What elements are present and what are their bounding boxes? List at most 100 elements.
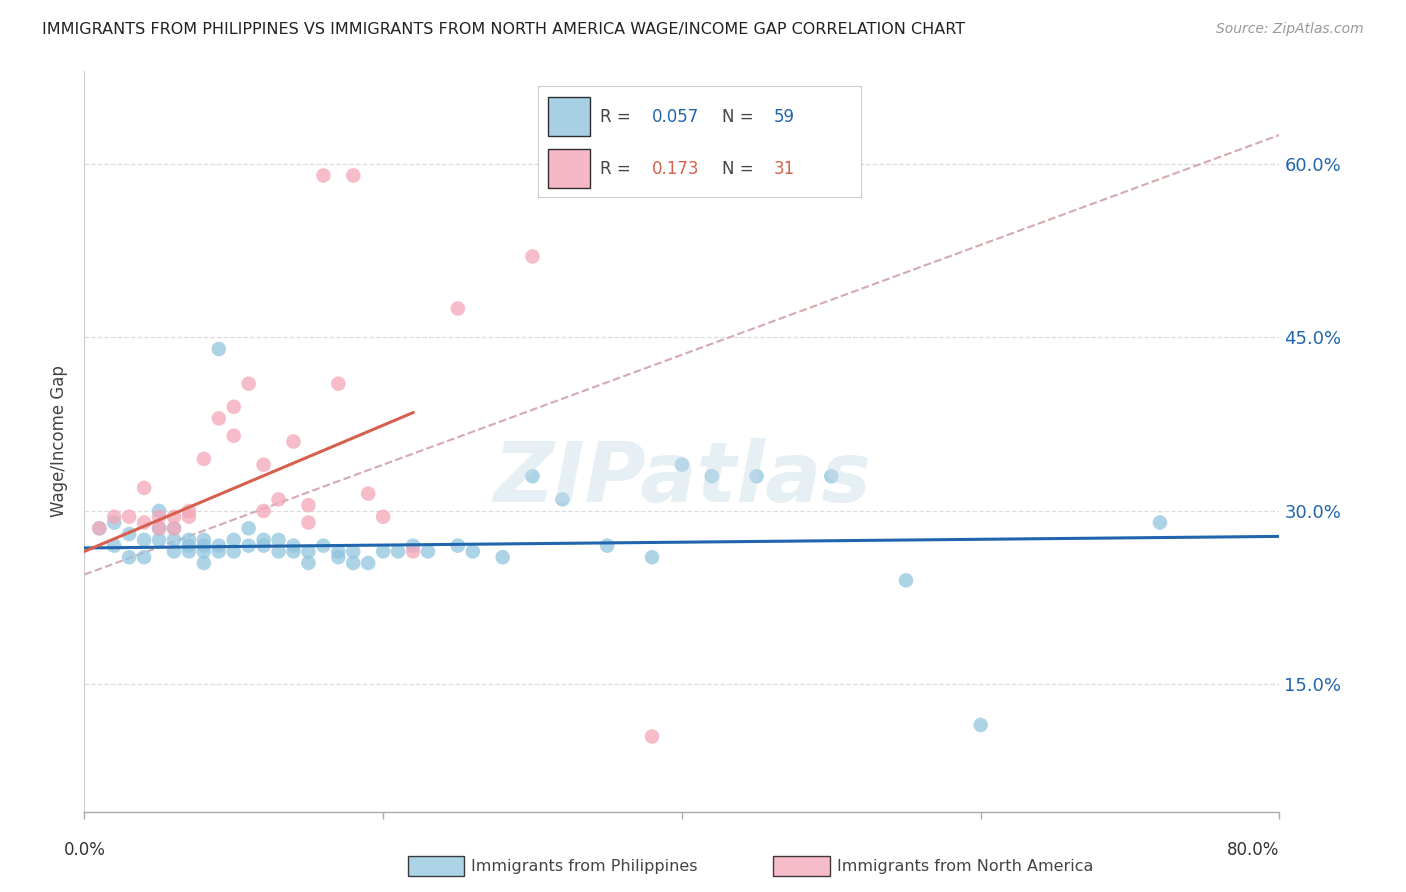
Point: [283, 544, 305, 558]
Point: [193, 451, 215, 466]
Text: Source: ZipAtlas.com: Source: ZipAtlas.com: [1216, 22, 1364, 37]
Point: [132, 533, 156, 547]
Point: [328, 376, 350, 391]
Point: [894, 574, 917, 588]
Point: [357, 556, 380, 570]
Point: [222, 429, 245, 443]
Point: [641, 550, 664, 565]
Point: [238, 539, 260, 553]
Point: [253, 458, 276, 472]
Point: [193, 539, 215, 553]
Point: [357, 486, 380, 500]
Point: [163, 544, 186, 558]
Point: [177, 533, 200, 547]
Point: [148, 504, 170, 518]
Point: [163, 533, 186, 547]
Point: [163, 521, 186, 535]
Point: [118, 509, 141, 524]
Point: [328, 544, 350, 558]
Text: Immigrants from Philippines: Immigrants from Philippines: [471, 859, 697, 873]
Point: [1149, 516, 1171, 530]
Point: [402, 539, 425, 553]
Point: [283, 539, 305, 553]
Point: [177, 544, 200, 558]
Point: [222, 400, 245, 414]
Point: [312, 169, 335, 183]
Text: 0.0%: 0.0%: [63, 840, 105, 859]
Point: [641, 730, 664, 744]
Text: 80.0%: 80.0%: [1227, 840, 1279, 859]
Point: [328, 550, 350, 565]
Point: [745, 469, 768, 483]
Point: [103, 516, 125, 530]
Point: [342, 556, 364, 570]
Point: [267, 544, 290, 558]
Point: [297, 498, 319, 512]
Point: [177, 539, 200, 553]
Point: [222, 544, 245, 558]
Point: [373, 544, 395, 558]
Point: [522, 469, 544, 483]
Point: [416, 544, 439, 558]
Text: ZIPatlas: ZIPatlas: [494, 438, 870, 519]
Point: [148, 509, 170, 524]
Point: [193, 544, 215, 558]
Point: [447, 301, 470, 316]
Point: [89, 521, 111, 535]
Point: [193, 556, 215, 570]
Point: [118, 527, 141, 541]
Point: [132, 516, 156, 530]
Point: [820, 469, 842, 483]
Point: [267, 492, 290, 507]
Point: [208, 342, 231, 356]
Point: [132, 550, 156, 565]
Point: [177, 509, 200, 524]
Point: [492, 550, 515, 565]
Point: [222, 533, 245, 547]
Text: Immigrants from North America: Immigrants from North America: [837, 859, 1092, 873]
Point: [103, 509, 125, 524]
Point: [283, 434, 305, 449]
Point: [89, 521, 111, 535]
Point: [208, 544, 231, 558]
Point: [208, 411, 231, 425]
Point: [671, 458, 693, 472]
Point: [387, 544, 409, 558]
Point: [522, 250, 544, 264]
Point: [163, 521, 186, 535]
Point: [312, 539, 335, 553]
FancyBboxPatch shape: [408, 856, 464, 876]
Point: [148, 521, 170, 535]
Point: [297, 516, 319, 530]
Point: [297, 544, 319, 558]
Point: [238, 376, 260, 391]
Point: [700, 469, 723, 483]
Point: [402, 544, 425, 558]
Point: [253, 539, 276, 553]
Point: [253, 533, 276, 547]
Text: IMMIGRANTS FROM PHILIPPINES VS IMMIGRANTS FROM NORTH AMERICA WAGE/INCOME GAP COR: IMMIGRANTS FROM PHILIPPINES VS IMMIGRANT…: [42, 22, 966, 37]
Point: [253, 504, 276, 518]
Point: [970, 718, 993, 732]
Point: [177, 504, 200, 518]
Point: [103, 539, 125, 553]
Point: [342, 169, 364, 183]
Point: [118, 550, 141, 565]
Point: [208, 539, 231, 553]
Point: [342, 544, 364, 558]
Point: [238, 521, 260, 535]
FancyBboxPatch shape: [773, 856, 830, 876]
Point: [596, 539, 619, 553]
Point: [551, 492, 574, 507]
Point: [163, 509, 186, 524]
Point: [148, 521, 170, 535]
Point: [193, 533, 215, 547]
Point: [461, 544, 484, 558]
Point: [132, 481, 156, 495]
Y-axis label: Wage/Income Gap: Wage/Income Gap: [51, 366, 69, 517]
Point: [373, 509, 395, 524]
Point: [267, 533, 290, 547]
Point: [447, 539, 470, 553]
Point: [297, 556, 319, 570]
Point: [148, 533, 170, 547]
